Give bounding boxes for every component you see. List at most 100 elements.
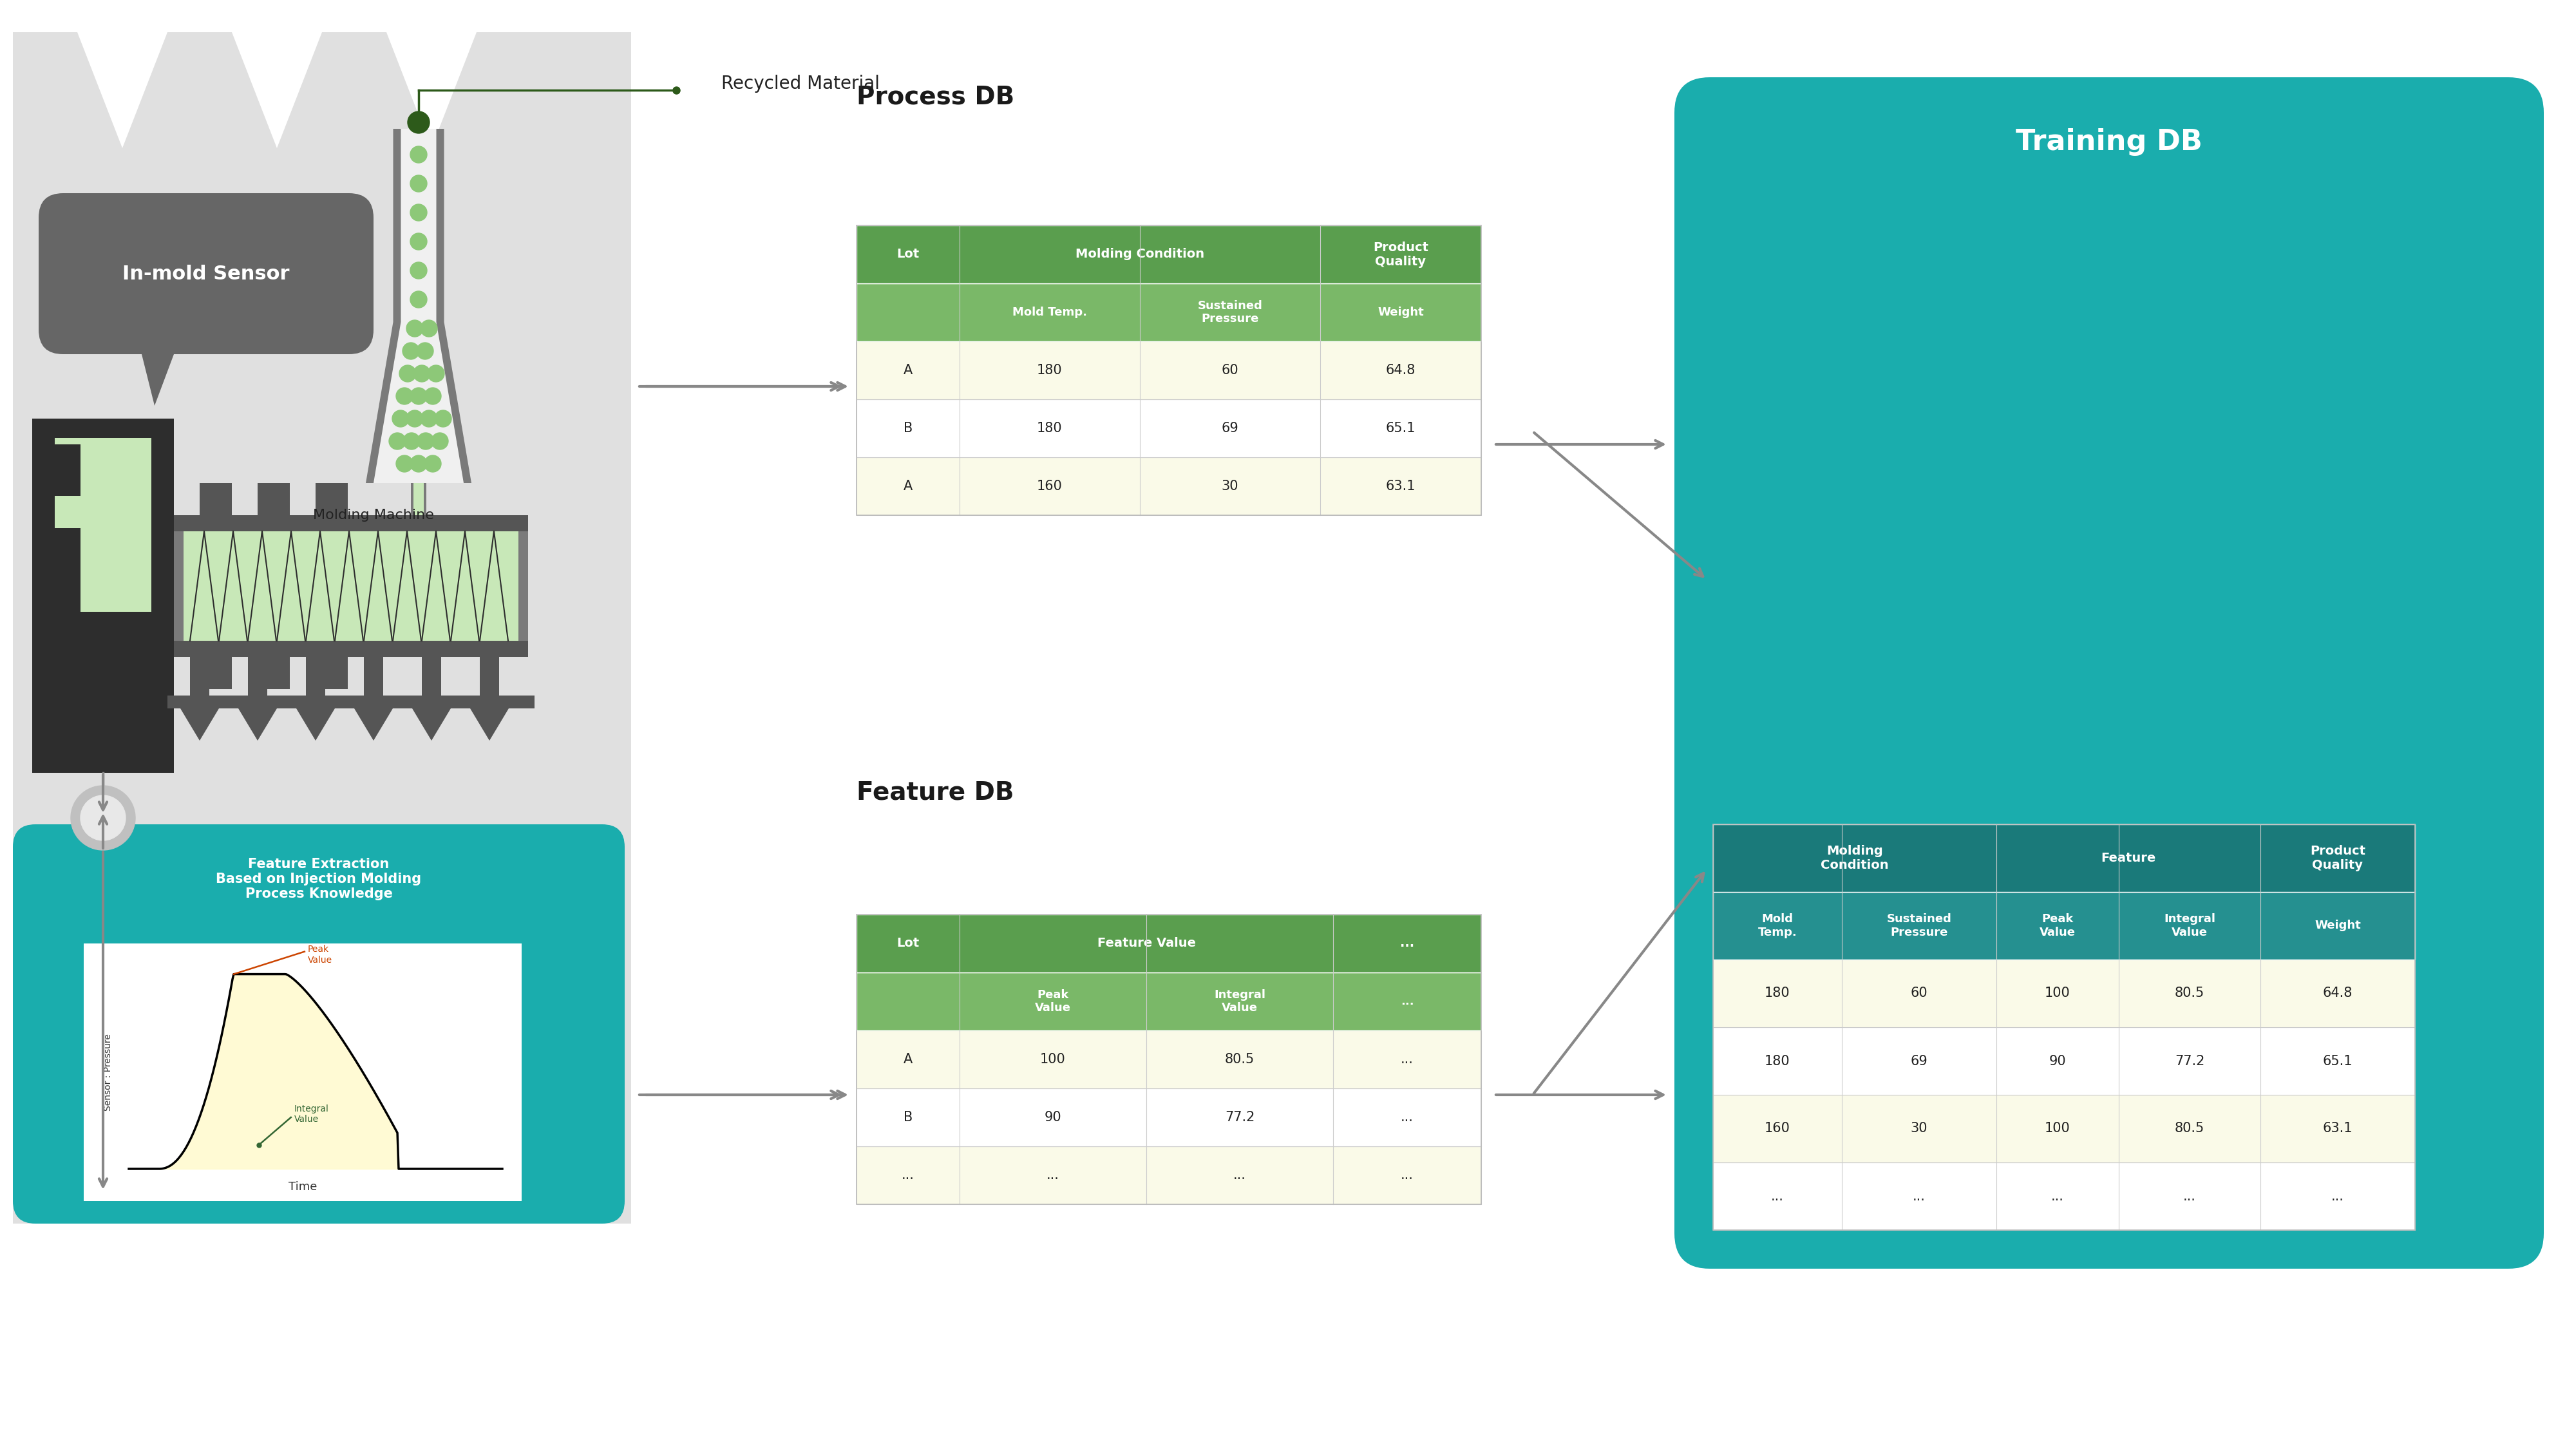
- Bar: [855, 284, 1481, 342]
- Text: Peak
Value: Peak Value: [307, 945, 332, 965]
- Polygon shape: [366, 129, 471, 483]
- Circle shape: [410, 204, 428, 220]
- Text: A: A: [904, 364, 912, 377]
- Text: Feature DB: Feature DB: [855, 780, 1015, 804]
- Text: Weight: Weight: [1378, 307, 1425, 319]
- Bar: [201, 483, 232, 516]
- FancyBboxPatch shape: [1674, 77, 2545, 1269]
- Text: 65.1: 65.1: [1386, 422, 1417, 435]
- Bar: [82, 943, 520, 1201]
- Bar: [1713, 1027, 2416, 1095]
- Bar: [317, 483, 348, 516]
- Bar: [1713, 824, 2416, 1230]
- Bar: [183, 532, 518, 640]
- Bar: [54, 445, 80, 496]
- Text: Peak
Value: Peak Value: [2040, 913, 2076, 939]
- Text: Lot: Lot: [896, 248, 920, 261]
- Text: 64.8: 64.8: [2324, 987, 2352, 1000]
- Text: Molding Machine: Molding Machine: [314, 509, 433, 522]
- Circle shape: [407, 320, 422, 336]
- Bar: [317, 656, 348, 690]
- Text: Feature Extraction
Based on Injection Molding
Process Knowledge: Feature Extraction Based on Injection Mo…: [216, 858, 422, 900]
- FancyBboxPatch shape: [39, 193, 374, 354]
- Polygon shape: [237, 709, 278, 740]
- Circle shape: [402, 433, 420, 449]
- Text: 100: 100: [2045, 987, 2071, 1000]
- Circle shape: [410, 175, 428, 191]
- Bar: [412, 483, 428, 516]
- Text: 60: 60: [1221, 364, 1239, 377]
- Bar: [175, 516, 528, 656]
- Text: Lot: Lot: [896, 938, 920, 949]
- Circle shape: [80, 796, 126, 840]
- Text: 100: 100: [1041, 1053, 1066, 1066]
- Text: ...: ...: [1401, 995, 1414, 1007]
- Circle shape: [402, 342, 420, 359]
- Text: Mold
Temp.: Mold Temp.: [1757, 913, 1798, 939]
- Bar: [855, 914, 1481, 1204]
- Text: B: B: [904, 1111, 912, 1124]
- Text: 30: 30: [1911, 1122, 1927, 1135]
- Bar: [175, 516, 528, 532]
- Bar: [855, 226, 1481, 284]
- Bar: [54, 438, 152, 611]
- Text: 80.5: 80.5: [2174, 987, 2205, 1000]
- Text: B: B: [904, 422, 912, 435]
- Circle shape: [417, 433, 433, 449]
- Bar: [31, 419, 175, 772]
- Circle shape: [410, 146, 428, 162]
- Text: Feature: Feature: [2102, 852, 2156, 864]
- Text: Sensor : Pressure: Sensor : Pressure: [103, 1033, 113, 1111]
- Text: A: A: [904, 1053, 912, 1066]
- Bar: [855, 226, 1481, 516]
- Text: ...: ...: [1772, 1190, 1783, 1203]
- Circle shape: [389, 433, 407, 449]
- Text: 90: 90: [2048, 1055, 2066, 1068]
- Text: 77.2: 77.2: [1224, 1111, 1255, 1124]
- Circle shape: [392, 410, 410, 427]
- Circle shape: [428, 365, 446, 383]
- Polygon shape: [296, 709, 335, 740]
- Circle shape: [410, 262, 428, 278]
- Text: 64.8: 64.8: [1386, 364, 1417, 377]
- Circle shape: [425, 388, 440, 404]
- Bar: [307, 656, 325, 709]
- Bar: [855, 972, 1481, 1030]
- Bar: [201, 656, 232, 690]
- Circle shape: [425, 455, 440, 472]
- Circle shape: [420, 410, 438, 427]
- Text: ...: ...: [1046, 1169, 1059, 1182]
- Circle shape: [407, 410, 422, 427]
- Bar: [54, 527, 80, 611]
- Circle shape: [410, 455, 428, 472]
- Text: Product
Quality: Product Quality: [2311, 845, 2365, 871]
- Circle shape: [397, 455, 412, 472]
- Text: 160: 160: [1038, 480, 1061, 493]
- Circle shape: [420, 320, 438, 336]
- Polygon shape: [180, 709, 219, 740]
- Text: 180: 180: [1765, 1055, 1790, 1068]
- Text: Integral
Value: Integral Value: [294, 1104, 330, 1124]
- Text: ...: ...: [1401, 1111, 1414, 1124]
- Text: ...: ...: [1914, 1190, 1924, 1203]
- Text: Integral
Value: Integral Value: [1213, 988, 1265, 1014]
- Text: 80.5: 80.5: [2174, 1122, 2205, 1135]
- Text: 180: 180: [1038, 364, 1061, 377]
- Text: 69: 69: [1221, 422, 1239, 435]
- Text: Molding Condition: Molding Condition: [1074, 248, 1206, 261]
- Text: ...: ...: [1399, 938, 1414, 949]
- Text: Peak
Value: Peak Value: [1036, 988, 1072, 1014]
- Bar: [1713, 1095, 2416, 1162]
- Circle shape: [399, 365, 417, 383]
- Text: In-mold Sensor: In-mold Sensor: [124, 264, 289, 283]
- Bar: [855, 1088, 1481, 1146]
- Text: ...: ...: [2184, 1190, 2195, 1203]
- Text: ...: ...: [1401, 1053, 1414, 1066]
- Text: 63.1: 63.1: [2324, 1122, 2352, 1135]
- Text: A: A: [904, 480, 912, 493]
- Circle shape: [407, 112, 430, 133]
- Bar: [1713, 959, 2416, 1027]
- Circle shape: [417, 342, 433, 359]
- Text: Molding
Condition: Molding Condition: [1821, 845, 1888, 871]
- Polygon shape: [142, 354, 175, 406]
